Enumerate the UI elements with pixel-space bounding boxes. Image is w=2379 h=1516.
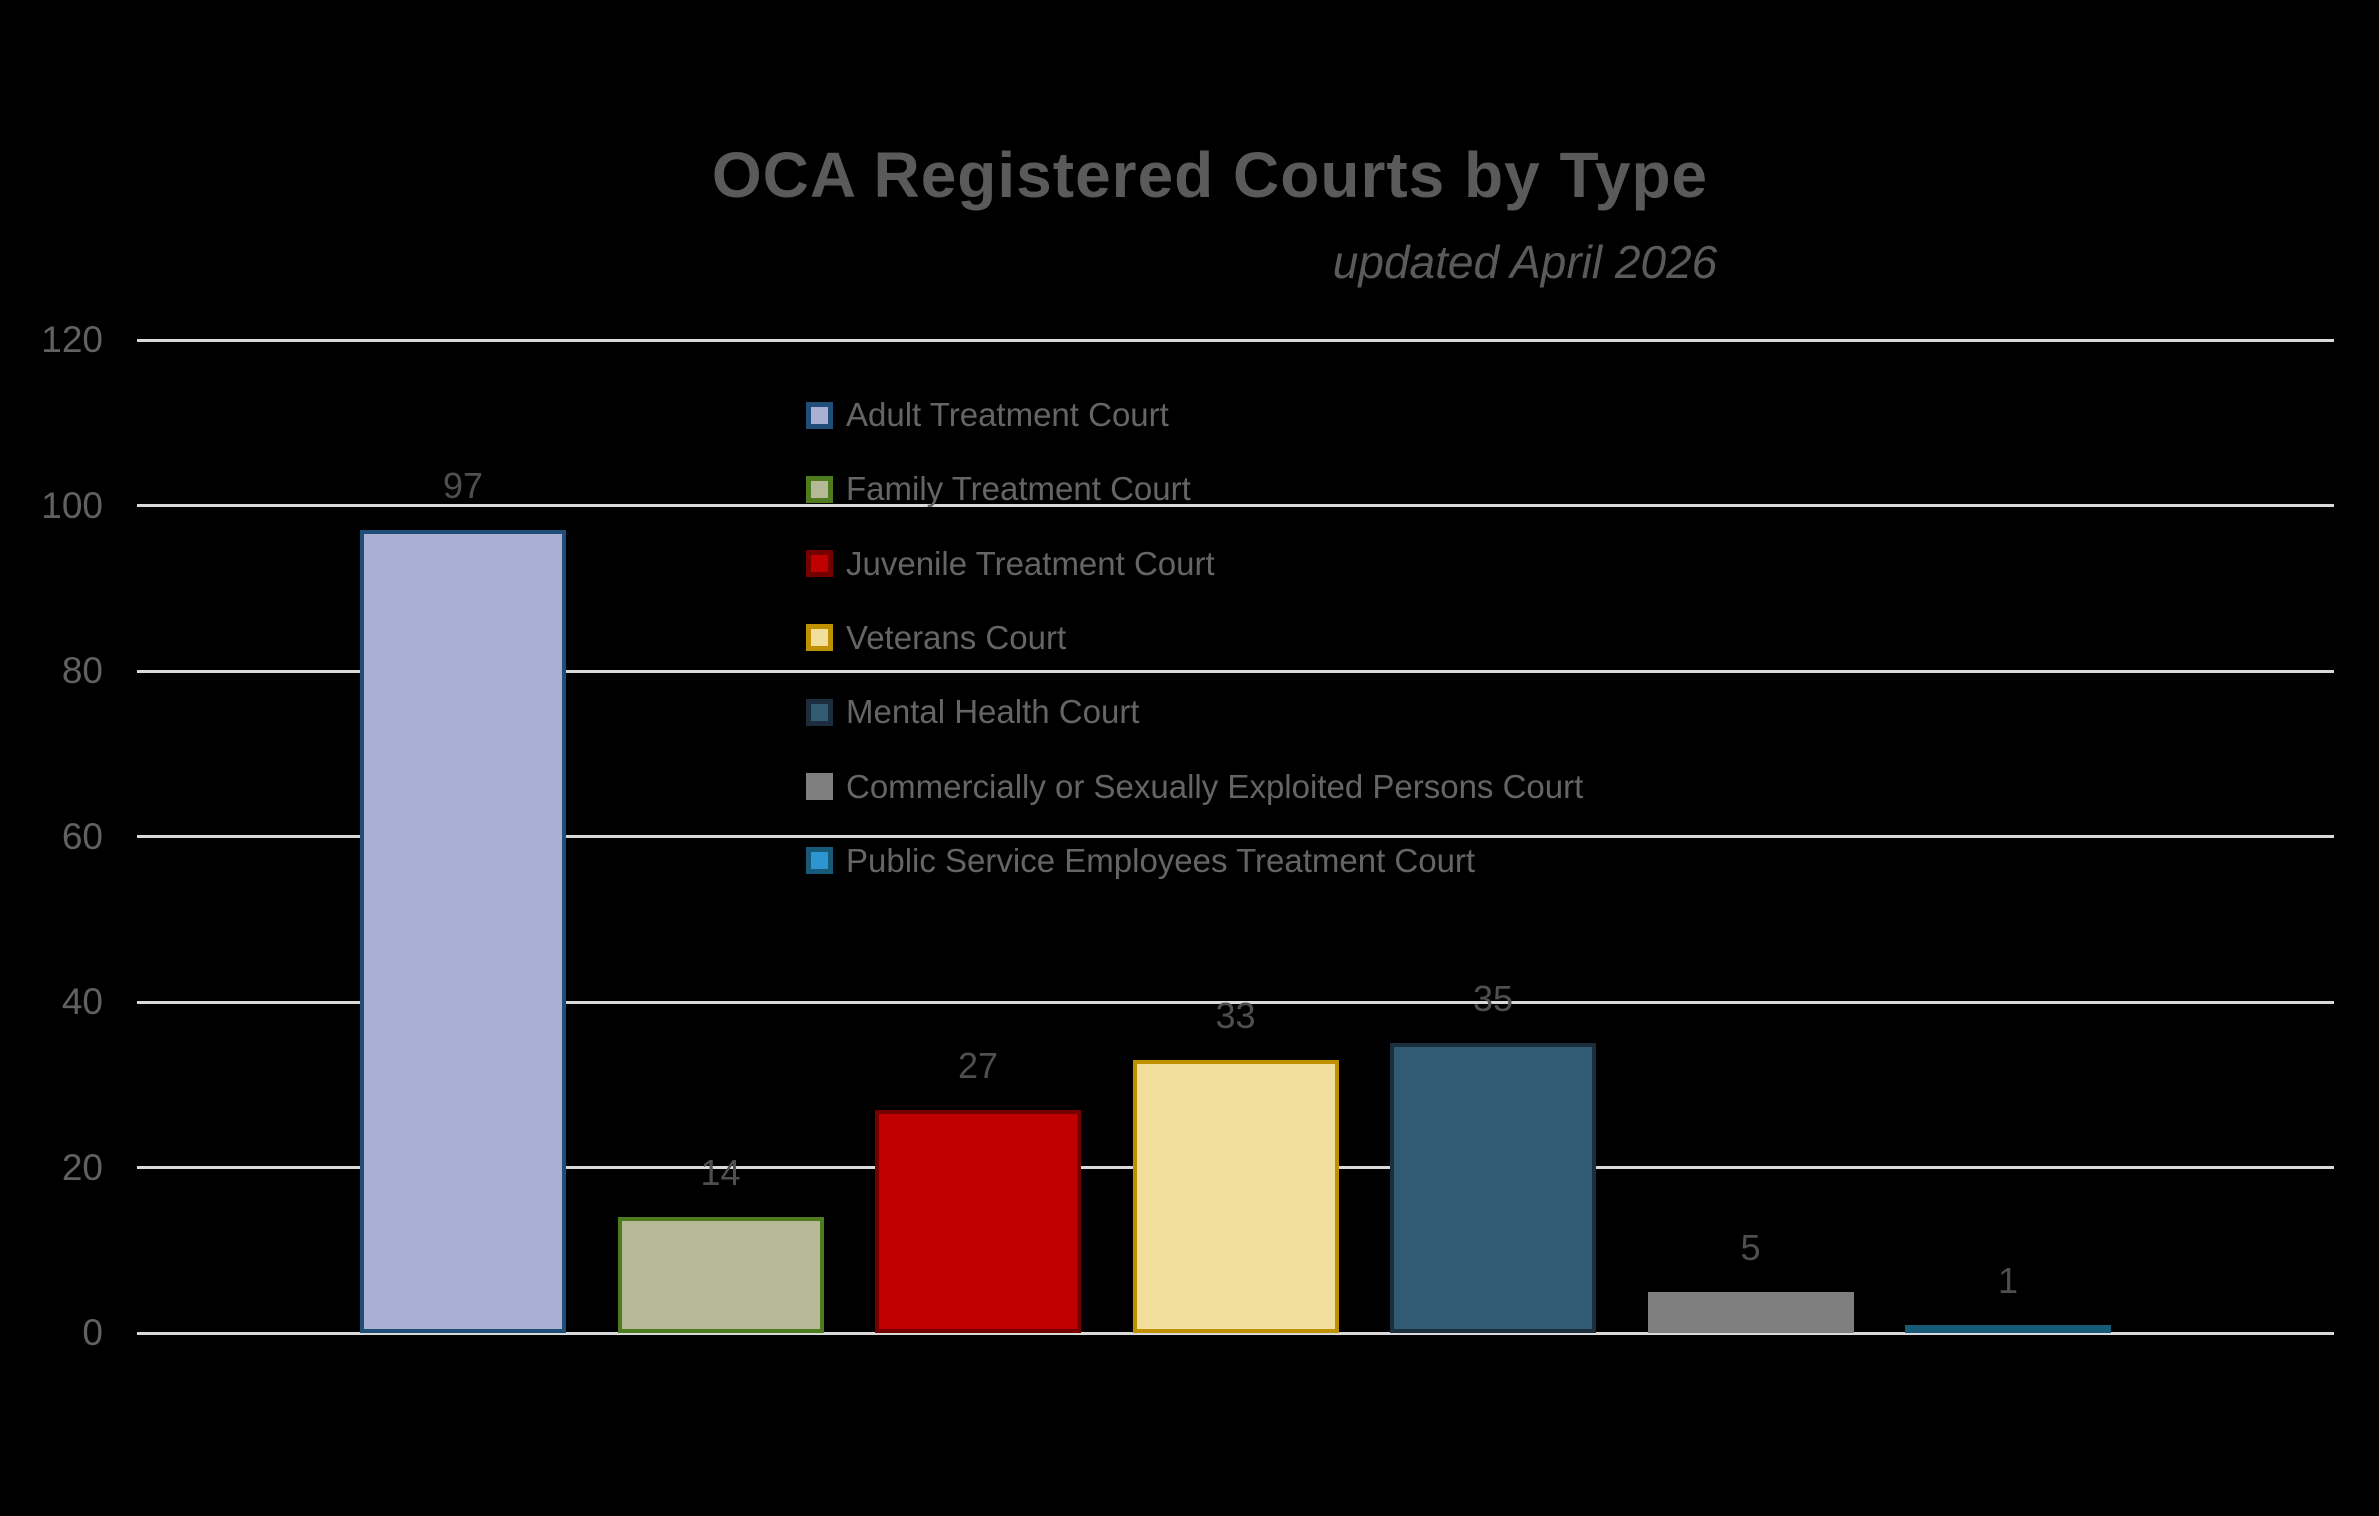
y-axis-tick-label-40: 40 [61,981,103,1022]
legend-item-public-service-employees-treatment-court: Public Service Employees Treatment Court [806,839,1475,883]
bar-value-label-commercially-or-sexually-exploited-persons-court: 5 [1740,1226,1761,1268]
bar-value-label-mental-health-court: 35 [1472,978,1514,1020]
y-axis-tick-label-120: 120 [41,319,103,360]
y-axis-tick-label-60: 60 [61,815,103,857]
legend-item-commercially-or-sexually-exploited-persons-court: Commercially or Sexually Exploited Perso… [806,765,1583,809]
legend-label-mental-health-court: Mental Health Court [846,693,1140,731]
gridline-y-120 [137,338,2334,342]
legend-swatch-icon-family-treatment-court [806,475,833,503]
bar-commercially-or-sexually-exploited-persons-court [1647,1291,1854,1333]
legend-item-juvenile-treatment-court: Juvenile Treatment Court [806,542,1215,586]
gridline-y-40 [137,1000,2334,1004]
bar-value-label-public-service-employees-treatment-court: 1 [1997,1259,2019,1301]
legend-label-public-service-employees-treatment-court: Public Service Employees Treatment Court [846,841,1476,879]
legend-swatch-icon-public-service-employees-treatment-court [806,847,833,875]
bar-mental-health-court [1390,1043,1596,1333]
bar-veterans-court [1132,1059,1339,1333]
legend-item-adult-treatment-court: Adult Treatment Court [806,393,1169,437]
gridline-y-60 [137,835,2334,838]
legend-swatch-icon-veterans-court [806,624,833,652]
legend-label-veterans-court: Veterans Court [846,618,1067,656]
y-axis-tick-label-80: 80 [61,650,103,691]
legend-item-veterans-court: Veterans Court [806,616,1066,660]
legend-swatch-icon-adult-treatment-court [806,401,833,429]
gridline-y-100 [137,504,2334,507]
bar-value-label-veterans-court: 33 [1215,994,1256,1036]
legend-label-commercially-or-sexually-exploited-persons-court: Commercially or Sexually Exploited Perso… [846,767,1584,805]
legend-swatch-icon-commercially-or-sexually-exploited-persons-court [806,773,833,800]
bar-value-label-adult-treatment-court: 97 [442,465,484,507]
bar-public-service-employees-treatment-court [1905,1324,2111,1333]
bar-value-label-family-treatment-court: 14 [700,1152,741,1194]
y-axis-tick-label-0: 0 [82,1312,103,1353]
y-axis-tick-label-100: 100 [41,484,103,526]
legend-label-family-treatment-court: Family Treatment Court [846,470,1191,508]
gridline-y-80 [137,669,2334,673]
chart-title: OCA Registered Courts by Type [711,139,1709,211]
legend-item-mental-health-court: Mental Health Court [806,690,1139,734]
bar-value-label-juvenile-treatment-court: 27 [957,1044,999,1086]
legend-swatch-icon-juvenile-treatment-court [806,550,833,578]
y-axis-tick-label-20: 20 [61,1146,103,1188]
bar-juvenile-treatment-court [875,1109,1081,1333]
bar-family-treatment-court [617,1217,824,1333]
bar-adult-treatment-court [360,530,566,1333]
gridline-y-0 [137,1331,2334,1335]
legend-label-adult-treatment-court: Adult Treatment Court [846,396,1169,433]
chart-subtitle: updated April 2026 [1332,236,1718,288]
legend-label-juvenile-treatment-court: Juvenile Treatment Court [846,544,1215,582]
legend-swatch-icon-mental-health-court [806,698,833,726]
